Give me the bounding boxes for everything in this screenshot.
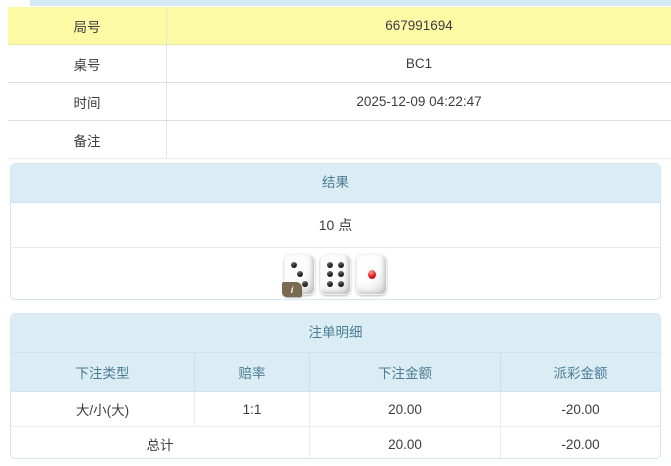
info-label-round: 局号 (8, 7, 167, 45)
info-row-table: 桌号 BC1 (8, 44, 671, 83)
column-header-odds: 赔率 (194, 353, 310, 392)
info-label-remark: 备注 (8, 120, 167, 159)
die-1: i (282, 254, 315, 297)
info-label-table: 桌号 (8, 44, 167, 83)
cell-total-amount: 20.00 (309, 426, 501, 458)
bet-detail-panel: 注单明细 下注类型 赔率 下注金额 派彩金额 大/小(大) 1:1 20.00 … (10, 313, 661, 459)
result-points: 10 点 (11, 203, 660, 248)
bet-detail-table: 下注类型 赔率 下注金额 派彩金额 大/小(大) 1:1 20.00 -20.0… (11, 353, 660, 458)
scrolled-header-strip (30, 0, 671, 7)
column-header-bet-amount: 下注金额 (309, 353, 501, 392)
die-3 (356, 254, 387, 295)
pip (338, 271, 345, 278)
die-2 (320, 254, 351, 295)
column-header-payout: 派彩金额 (500, 353, 660, 392)
pip (290, 261, 297, 268)
game-info-table: 局号 667991694 桌号 BC1 时间 2025-12-09 04:22:… (8, 7, 671, 159)
result-panel-title: 结果 (11, 164, 660, 203)
pip (338, 261, 345, 268)
cell-odds: 1:1 (194, 391, 310, 427)
info-label-time: 时间 (8, 82, 167, 121)
cell-total-label: 总计 (11, 426, 310, 458)
cell-total-payout: -20.00 (561, 436, 600, 452)
pip (302, 281, 309, 288)
column-header-bet-type: 下注类型 (11, 353, 195, 392)
dice-row: i (11, 248, 660, 299)
pip (338, 281, 345, 288)
die-1-pips (288, 260, 311, 289)
pip (326, 261, 333, 268)
cell-payout: -20.00 (500, 391, 660, 427)
pip-red (367, 269, 376, 279)
cell-bet-type: 大/小(大) (11, 391, 195, 427)
info-value-round: 667991694 (166, 7, 671, 45)
info-row-time: 时间 2025-12-09 04:22:47 (8, 82, 671, 121)
info-value-remark (166, 120, 671, 159)
pip (326, 281, 333, 288)
info-row-round: 局号 667991694 (8, 7, 671, 45)
bet-table-header-row: 下注类型 赔率 下注金额 派彩金额 (11, 353, 660, 392)
table-row-total: 总计 20.00 -20.00 (11, 426, 660, 458)
die-2-pips (324, 260, 347, 289)
info-value-table: BC1 (166, 44, 671, 83)
die-info-tag[interactable]: i (282, 282, 302, 297)
info-value-time: 2025-12-09 04:22:47 (166, 82, 671, 121)
pip (326, 271, 333, 278)
pip (296, 271, 303, 278)
table-row: 大/小(大) 1:1 20.00 -20.00 (11, 391, 660, 427)
cell-bet-amount: 20.00 (309, 391, 501, 427)
result-panel: 结果 10 点 i (10, 163, 661, 300)
die-3-pips (360, 260, 383, 289)
bet-panel-title: 注单明细 (11, 314, 660, 353)
info-row-remark: 备注 (8, 120, 671, 159)
